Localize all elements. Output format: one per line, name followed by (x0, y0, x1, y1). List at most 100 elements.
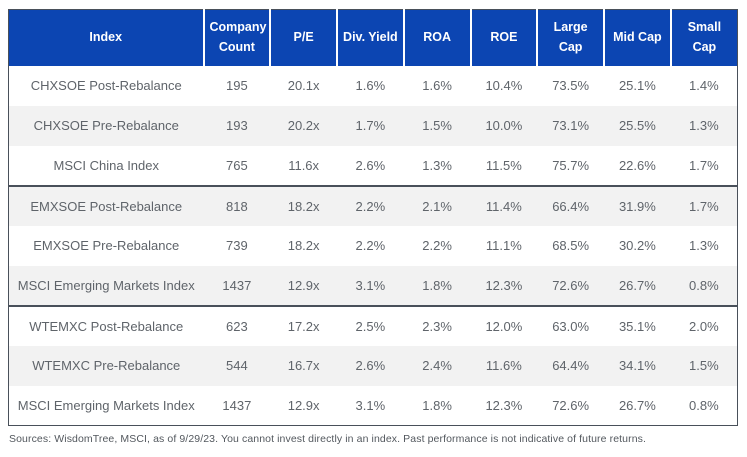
value-cell: 1437 (203, 385, 271, 426)
value-cell: 195 (203, 65, 271, 106)
value-cell: 1.3% (403, 145, 471, 186)
value-cell: 193 (203, 105, 271, 146)
index-name-cell: CHXSOE Post-Rebalance (8, 65, 204, 106)
index-name-cell: CHXSOE Pre-Rebalance (8, 105, 204, 146)
table-row: MSCI Emerging Markets Index 1437 12.9x 3.1%… (8, 265, 738, 306)
value-cell: 11.6x (270, 145, 337, 186)
value-cell: 73.5% (537, 65, 604, 106)
value-cell: 12.3% (470, 265, 538, 306)
value-cell: 16.7x (270, 345, 337, 386)
value-cell: 10.0% (470, 105, 538, 146)
value-cell: 12.9x (270, 265, 337, 306)
value-cell: 2.2% (337, 184, 404, 226)
value-cell: 73.1% (537, 105, 604, 146)
index-name-cell: MSCI Emerging Markets Index (8, 265, 204, 306)
value-cell: 18.2x (270, 184, 337, 226)
value-cell: 11.1% (470, 225, 538, 266)
column-header-roa: ROA (402, 9, 471, 66)
value-cell: 623 (203, 304, 271, 346)
table-body: CHXSOE Post-Rebalance 195 20.1x 1.6% 1.6% 10.… (8, 65, 738, 426)
value-cell: 11.4% (470, 184, 538, 226)
value-cell: 26.7% (604, 385, 671, 426)
value-cell: 739 (203, 225, 271, 266)
value-cell: 818 (203, 184, 271, 226)
value-cell: 35.1% (604, 304, 671, 346)
value-cell: 1.6% (403, 65, 471, 106)
column-header-index: Index (8, 9, 204, 66)
table-row: MSCI Emerging Markets Index 1437 12.9x 3.1%… (8, 385, 738, 426)
value-cell: 1.8% (403, 265, 471, 306)
value-cell: 25.5% (604, 105, 671, 146)
header-row: Index Company Count P/E Div. Yield ROA R… (8, 9, 738, 66)
value-cell: 25.1% (604, 65, 671, 106)
value-cell: 2.6% (337, 345, 404, 386)
value-cell: 2.1% (403, 184, 471, 226)
value-cell: 26.7% (604, 265, 671, 306)
table-row: EMXSOE Post-Rebalance 818 18.2x 2.2% 2.1% 11.… (8, 184, 738, 226)
value-cell: 68.5% (537, 225, 604, 266)
column-header-roe: ROE (469, 9, 538, 66)
column-header-mid-cap: Mid Cap (603, 9, 671, 66)
value-cell: 10.4% (470, 65, 538, 106)
value-cell: 18.2x (270, 225, 337, 266)
value-cell: 66.4% (537, 184, 604, 226)
value-cell: 2.3% (403, 304, 471, 346)
value-cell: 1.8% (403, 385, 471, 426)
table-row: WTEMXC Post-Rebalance 623 17.2x 2.5% 2.3% 12.… (8, 304, 738, 346)
value-cell: 1.7% (670, 145, 738, 186)
value-cell: 765 (203, 145, 271, 186)
value-cell: 72.6% (537, 385, 604, 426)
value-cell: 0.8% (670, 265, 738, 306)
index-name-cell: EMXSOE Pre-Rebalance (8, 225, 204, 266)
value-cell: 544 (203, 345, 271, 386)
value-cell: 12.9x (270, 385, 337, 426)
value-cell: 12.0% (470, 304, 538, 346)
table-row: WTEMXC Pre-Rebalance 544 16.7x 2.6% 2.4% 11.6… (8, 345, 738, 386)
value-cell: 17.2x (270, 304, 337, 346)
value-cell: 11.5% (470, 145, 538, 186)
value-cell: 30.2% (604, 225, 671, 266)
column-header-large-cap: Large Cap (536, 9, 604, 66)
table-row: CHXSOE Post-Rebalance 195 20.1x 1.6% 1.6% 10.… (8, 65, 738, 106)
value-cell: 34.1% (604, 345, 671, 386)
column-header-div-yield: Div. Yield (336, 9, 404, 66)
value-cell: 63.0% (537, 304, 604, 346)
index-comparison-table: Index Company Count P/E Div. Yield ROA R… (8, 9, 738, 426)
index-name-cell: EMXSOE Post-Rebalance (8, 184, 204, 226)
value-cell: 1.5% (670, 345, 738, 386)
value-cell: 1.4% (670, 65, 738, 106)
index-name-cell: WTEMXC Pre-Rebalance (8, 345, 204, 386)
column-header-small-cap: Small Cap (669, 9, 738, 66)
value-cell: 0.8% (670, 385, 738, 426)
table-row: EMXSOE Pre-Rebalance 739 18.2x 2.2% 2.2% 11.1… (8, 225, 738, 266)
value-cell: 31.9% (604, 184, 671, 226)
value-cell: 64.4% (537, 345, 604, 386)
index-name-cell: MSCI China Index (8, 145, 204, 186)
value-cell: 75.7% (537, 145, 604, 186)
index-name-cell: WTEMXC Post-Rebalance (8, 304, 204, 346)
value-cell: 22.6% (604, 145, 671, 186)
value-cell: 2.0% (670, 304, 738, 346)
value-cell: 1.7% (670, 184, 738, 226)
value-cell: 20.2x (270, 105, 337, 146)
value-cell: 1.5% (403, 105, 471, 146)
table-row: MSCI China Index 765 11.6x 2.6% 1.3% 11.5% 75.… (8, 145, 738, 186)
column-header-company-count: Company Count (202, 9, 271, 66)
source-footnote: Sources: WisdomTree, MSCI, as of 9/29/23… (9, 433, 647, 445)
value-cell: 2.6% (337, 145, 404, 186)
value-cell: 3.1% (337, 265, 404, 306)
value-cell: 1.3% (670, 105, 738, 146)
value-cell: 2.2% (403, 225, 471, 266)
value-cell: 2.4% (403, 345, 471, 386)
value-cell: 1437 (203, 265, 271, 306)
value-cell: 1.6% (337, 65, 404, 106)
table-row: CHXSOE Pre-Rebalance 193 20.2x 1.7% 1.5% 10.0… (8, 105, 738, 146)
column-header-pe: P/E (269, 9, 337, 66)
value-cell: 2.5% (337, 304, 404, 346)
value-cell: 2.2% (337, 225, 404, 266)
index-name-cell: MSCI Emerging Markets Index (8, 385, 204, 426)
value-cell: 12.3% (470, 385, 538, 426)
value-cell: 1.7% (337, 105, 404, 146)
value-cell: 72.6% (537, 265, 604, 306)
